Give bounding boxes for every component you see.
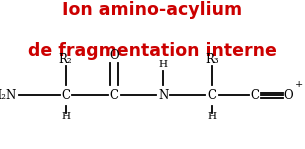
- Text: R₃: R₃: [205, 53, 219, 66]
- Text: C: C: [250, 89, 259, 102]
- Text: C: C: [61, 89, 70, 102]
- Text: O: O: [283, 89, 293, 102]
- Text: Ion amino-acylium: Ion amino-acylium: [63, 1, 242, 20]
- Text: H: H: [159, 60, 168, 69]
- Text: +: +: [295, 80, 303, 89]
- Text: C: C: [207, 89, 217, 102]
- Text: O: O: [109, 49, 119, 62]
- Text: C: C: [110, 89, 119, 102]
- Text: H₂N: H₂N: [0, 89, 17, 102]
- Text: de fragmentation interne: de fragmentation interne: [28, 42, 277, 60]
- Text: R₂: R₂: [59, 53, 72, 66]
- Text: H: H: [207, 112, 217, 121]
- Text: N: N: [158, 89, 168, 102]
- Text: H: H: [61, 112, 70, 121]
